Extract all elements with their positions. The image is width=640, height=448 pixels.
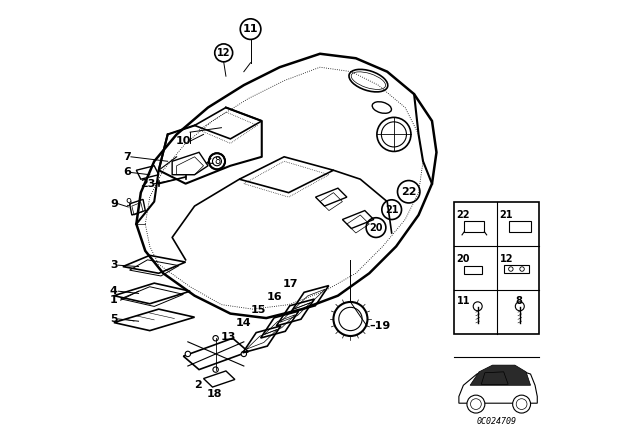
Text: 11: 11: [457, 296, 470, 306]
Text: 8: 8: [515, 296, 522, 306]
Text: 20: 20: [457, 254, 470, 264]
Text: 10: 10: [175, 136, 191, 146]
Text: 13: 13: [220, 332, 236, 342]
Circle shape: [516, 399, 527, 409]
Text: 23: 23: [140, 179, 156, 189]
Polygon shape: [470, 365, 531, 385]
Text: –19: –19: [369, 321, 390, 331]
Circle shape: [467, 395, 485, 413]
Text: 20: 20: [369, 223, 383, 233]
Text: 12: 12: [217, 48, 230, 58]
Bar: [504, 265, 529, 273]
Text: 21: 21: [385, 205, 399, 215]
Bar: [454, 202, 539, 334]
Circle shape: [241, 351, 246, 357]
Text: 16: 16: [266, 292, 282, 302]
Text: 21: 21: [500, 210, 513, 220]
Text: 7: 7: [124, 152, 131, 162]
Circle shape: [513, 395, 531, 413]
Text: 5: 5: [110, 314, 118, 324]
Circle shape: [213, 336, 218, 341]
Text: 14: 14: [236, 319, 252, 328]
Bar: [464, 266, 482, 274]
Bar: [464, 220, 484, 232]
Text: 22: 22: [457, 210, 470, 220]
Text: 22: 22: [401, 187, 417, 197]
Circle shape: [185, 351, 191, 357]
Text: 8: 8: [214, 156, 220, 166]
Text: 9: 9: [110, 199, 118, 209]
Text: 9: 9: [125, 198, 132, 208]
Bar: [509, 220, 531, 232]
Circle shape: [213, 367, 218, 372]
Text: 18: 18: [207, 389, 223, 399]
Text: 0C024709: 0C024709: [477, 417, 516, 426]
Text: 12: 12: [500, 254, 513, 264]
Text: 4: 4: [110, 286, 118, 296]
Text: 17: 17: [283, 280, 299, 289]
Text: 11: 11: [243, 24, 259, 34]
Text: 6: 6: [124, 168, 131, 177]
Text: 2: 2: [195, 380, 202, 390]
Text: 1: 1: [110, 295, 118, 305]
Text: 3: 3: [110, 260, 118, 270]
Circle shape: [470, 399, 481, 409]
Text: 15: 15: [250, 305, 266, 315]
